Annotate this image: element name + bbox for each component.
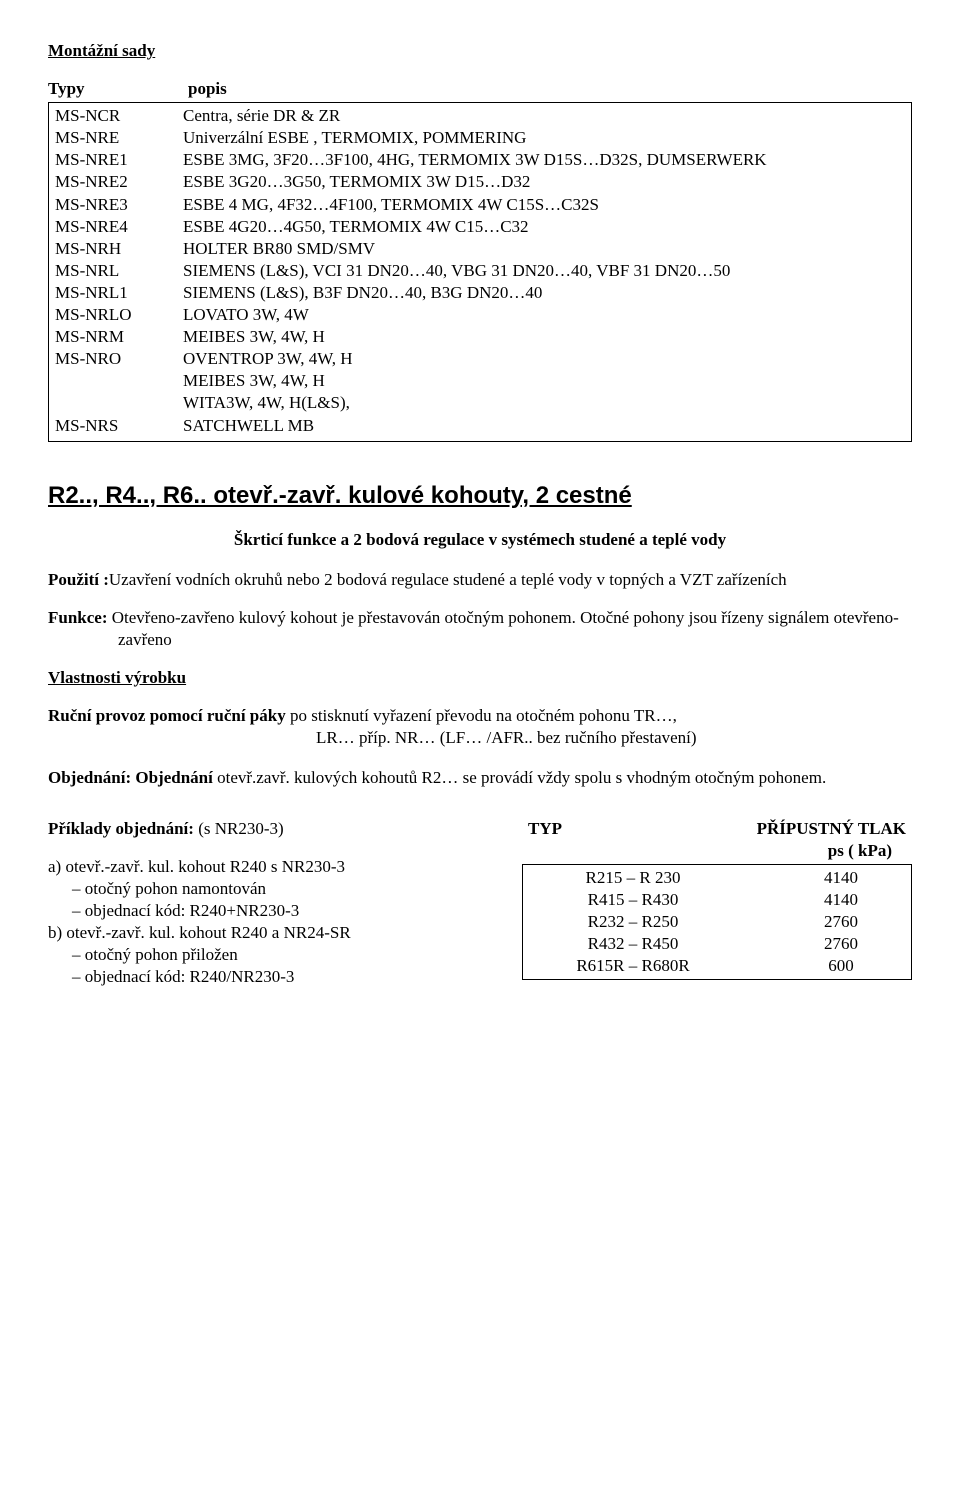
manual-text-2: LR… příp. NR… (LF… /AFR.. bez ručního př… — [48, 727, 697, 749]
mounting-code: MS-NRS — [55, 415, 183, 437]
table-row: MS-NRE2ESBE 3G20…3G50, TERMOMIX 3W D15…D… — [55, 171, 905, 193]
mounting-header-code: Typy — [48, 78, 188, 100]
manual-text-1: po stisknutí vyřazení převodu na otočném… — [286, 706, 677, 725]
pressure-value: 4140 — [781, 867, 901, 889]
list-item: – otočný pohon přiložen — [48, 944, 492, 966]
table-row: MS-NREUniverzální ESBE , TERMOMIX, POMME… — [55, 127, 905, 149]
mounting-code: MS-NRE4 — [55, 216, 183, 238]
mounting-code: MS-NRE2 — [55, 171, 183, 193]
pressure-head-allowed: PŘÍPUSTNÝ TLAK — [757, 818, 906, 840]
table-row: R615R – R680R 600 — [533, 955, 901, 977]
mounting-kits-title: Montážní sady — [48, 40, 912, 62]
ordering-paragraph: Objednání: Objednání otevř.zavř. kulovýc… — [48, 767, 912, 789]
mounting-table: MS-NCRCentra, série DR & ZRMS-NREUniverz… — [48, 102, 912, 441]
product-properties-title: Vlastnosti výrobku — [48, 667, 912, 689]
table-row: MEIBES 3W, 4W, H — [55, 370, 905, 392]
mounting-header-desc: popis — [188, 78, 912, 100]
order-examples-column: Příklady objednání: (s NR230-3) a) otevř… — [48, 818, 492, 989]
function-label: Funkce: — [48, 608, 108, 627]
pressure-table: R215 – R 2304140R415 – R4304140R232 – R2… — [522, 864, 912, 980]
function-paragraph: Funkce: Otevřeno-zavřeno kulový kohout j… — [48, 607, 912, 651]
table-row: MS-NRHHOLTER BR80 SMD/SMV — [55, 238, 905, 260]
mounting-desc: Univerzální ESBE , TERMOMIX, POMMERING — [183, 127, 905, 149]
mounting-code: MS-NCR — [55, 105, 183, 127]
table-row: MS-NRE1ESBE 3MG, 3F20…3F100, 4HG, TERMOM… — [55, 149, 905, 171]
mounting-desc: LOVATO 3W, 4W — [183, 304, 905, 326]
function-text: Otevřeno-zavřeno kulový kohout je přesta… — [108, 608, 899, 649]
mounting-desc: MEIBES 3W, 4W, H — [183, 326, 905, 348]
pressure-value: 2760 — [781, 933, 901, 955]
table-row: MS-NRLSIEMENS (L&S), VCI 31 DN20…40, VBG… — [55, 260, 905, 282]
use-label: Použití : — [48, 570, 109, 589]
mounting-desc: ESBE 3G20…3G50, TERMOMIX 3W D15…D32 — [183, 171, 905, 193]
list-item: b) otevř.-zavř. kul. kohout R240 a NR24-… — [48, 922, 492, 944]
section-subtitle: Škrticí funkce a 2 bodová regulace v sys… — [48, 529, 912, 551]
table-row: R415 – R430 4140 — [533, 889, 901, 911]
pressure-value: 4140 — [781, 889, 901, 911]
table-row: R232 – R250 2760 — [533, 911, 901, 933]
table-row: MS-NRSSATCHWELL MB — [55, 415, 905, 437]
mounting-code: MS-NRE — [55, 127, 183, 149]
pressure-range: R215 – R 230 — [533, 867, 733, 889]
use-paragraph: Použití :Uzavření vodních okruhů nebo 2 … — [48, 569, 912, 591]
table-row: WITA3W, 4W, H(L&S), — [55, 392, 905, 414]
table-row: MS-NRLOLOVATO 3W, 4W — [55, 304, 905, 326]
list-item: – objednací kód: R240/NR230-3 — [48, 966, 492, 988]
pressure-sub-header: ps ( kPa) — [522, 840, 912, 862]
mounting-code: MS-NRE3 — [55, 194, 183, 216]
pressure-value: 2760 — [781, 911, 901, 933]
table-row: MS-NCRCentra, série DR & ZR — [55, 105, 905, 127]
mounting-desc: ESBE 3MG, 3F20…3F100, 4HG, TERMOMIX 3W D… — [183, 149, 905, 171]
mounting-desc: Centra, série DR & ZR — [183, 105, 905, 127]
pressure-column: TYP PŘÍPUSTNÝ TLAK ps ( kPa) R215 – R 23… — [522, 818, 912, 981]
manual-label: Ruční provoz pomocí ruční páky — [48, 706, 286, 725]
mounting-code: MS-NRLO — [55, 304, 183, 326]
order-examples-title-suffix: (s NR230-3) — [194, 819, 284, 838]
mounting-code: MS-NRO — [55, 348, 183, 370]
mounting-desc: MEIBES 3W, 4W, H — [183, 370, 905, 392]
ordering-label: Objednání: Objednání — [48, 768, 213, 787]
pressure-range: R432 – R450 — [533, 933, 733, 955]
table-row: MS-NRL1SIEMENS (L&S), B3F DN20…40, B3G D… — [55, 282, 905, 304]
mounting-desc: HOLTER BR80 SMD/SMV — [183, 238, 905, 260]
table-row: MS-NRMMEIBES 3W, 4W, H — [55, 326, 905, 348]
mounting-desc: ESBE 4 MG, 4F32…4F100, TERMOMIX 4W C15S…… — [183, 194, 905, 216]
mounting-desc: OVENTROP 3W, 4W, H — [183, 348, 905, 370]
pressure-head-type: TYP — [528, 818, 562, 840]
mounting-desc: SIEMENS (L&S), VCI 31 DN20…40, VBG 31 DN… — [183, 260, 905, 282]
table-row: R432 – R450 2760 — [533, 933, 901, 955]
mounting-code: MS-NRE1 — [55, 149, 183, 171]
mounting-code: MS-NRM — [55, 326, 183, 348]
pressure-range: R415 – R430 — [533, 889, 733, 911]
pressure-range: R232 – R250 — [533, 911, 733, 933]
order-examples-title-line: Příklady objednání: (s NR230-3) — [48, 818, 492, 840]
section-title: R2.., R4.., R6.. otevř.-zavř. kulové koh… — [48, 480, 912, 511]
order-examples-title: Příklady objednání: — [48, 819, 194, 838]
manual-operation-paragraph: Ruční provoz pomocí ruční páky po stiskn… — [48, 705, 912, 749]
mounting-desc: WITA3W, 4W, H(L&S), — [183, 392, 905, 414]
pressure-range: R615R – R680R — [533, 955, 733, 977]
mounting-desc: SIEMENS (L&S), B3F DN20…40, B3G DN20…40 — [183, 282, 905, 304]
list-item: – objednací kód: R240+NR230-3 — [48, 900, 492, 922]
list-item: a) otevř.-zavř. kul. kohout R240 s NR230… — [48, 856, 492, 878]
pressure-value: 600 — [781, 955, 901, 977]
table-row: R215 – R 230 4140 — [533, 867, 901, 889]
mounting-desc: ESBE 4G20…4G50, TERMOMIX 4W C15…C32 — [183, 216, 905, 238]
mounting-code: MS-NRL — [55, 260, 183, 282]
order-examples-list: a) otevř.-zavř. kul. kohout R240 s NR230… — [48, 856, 492, 989]
pressure-header: TYP PŘÍPUSTNÝ TLAK — [522, 818, 912, 840]
use-text: Uzavření vodních okruhů nebo 2 bodová re… — [109, 570, 787, 589]
mounting-code: MS-NRL1 — [55, 282, 183, 304]
table-row: MS-NROOVENTROP 3W, 4W, H — [55, 348, 905, 370]
list-item: – otočný pohon namontován — [48, 878, 492, 900]
mounting-desc: SATCHWELL MB — [183, 415, 905, 437]
table-row: MS-NRE4ESBE 4G20…4G50, TERMOMIX 4W C15…C… — [55, 216, 905, 238]
table-row: MS-NRE3ESBE 4 MG, 4F32…4F100, TERMOMIX 4… — [55, 194, 905, 216]
mounting-code: MS-NRH — [55, 238, 183, 260]
mounting-header-row: Typy popis — [48, 78, 912, 100]
ordering-text: otevř.zavř. kulových kohoutů R2… se prov… — [213, 768, 826, 787]
